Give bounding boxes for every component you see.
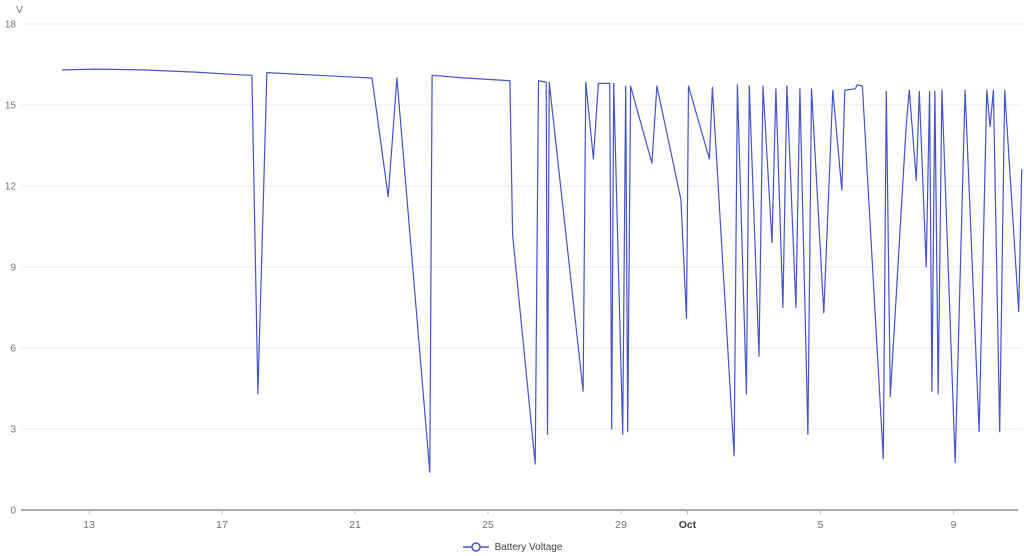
x-tick-label: 9 (951, 519, 957, 531)
y-tick-label: 18 (5, 20, 17, 31)
y-tick-label: 9 (10, 263, 16, 274)
x-tick-label: 21 (349, 519, 361, 531)
y-tick-label: 0 (10, 506, 16, 517)
y-tick-label: 6 (10, 344, 16, 355)
legend-item-battery-voltage[interactable]: Battery Voltage (462, 541, 563, 553)
x-tick-label: 13 (83, 519, 95, 531)
y-tick-label: 12 (5, 182, 17, 193)
x-tick-label-month: Oct (679, 519, 697, 531)
series-line-marker-icon (462, 542, 489, 552)
x-tick-label: 5 (818, 519, 824, 531)
legend-label: Battery Voltage (494, 541, 563, 553)
x-tick-label: 25 (482, 519, 494, 531)
series-line-battery-voltage (61, 68, 1023, 473)
x-tick-label: 17 (216, 519, 228, 531)
y-tick-label: 15 (5, 101, 17, 112)
y-tick-label: 3 (10, 425, 16, 436)
x-tick-label: 29 (615, 519, 627, 531)
y-axis-unit-label: V (16, 5, 23, 16)
legend: Battery Voltage (0, 541, 1024, 553)
